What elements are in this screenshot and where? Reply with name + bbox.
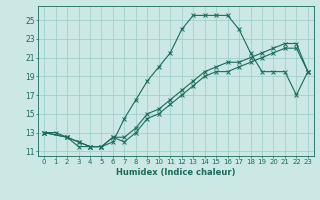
X-axis label: Humidex (Indice chaleur): Humidex (Indice chaleur): [116, 168, 236, 177]
